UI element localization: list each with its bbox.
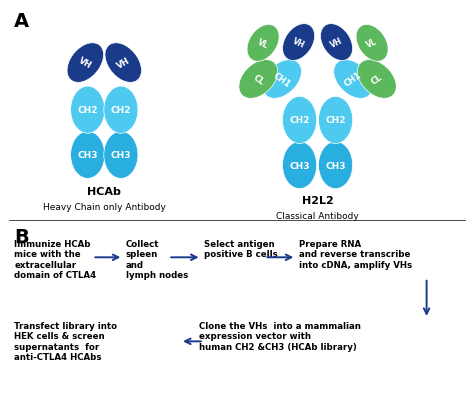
- Ellipse shape: [320, 25, 353, 61]
- Ellipse shape: [356, 25, 388, 62]
- Text: CH3: CH3: [325, 161, 346, 170]
- Ellipse shape: [71, 132, 105, 179]
- Text: A: A: [14, 12, 29, 31]
- Ellipse shape: [239, 61, 278, 99]
- Ellipse shape: [247, 25, 279, 62]
- Text: VH: VH: [329, 36, 344, 49]
- Text: Clone the VHs  into a mammalian
expression vector with
human CH2 &CH3 (HCAb libr: Clone the VHs into a mammalian expressio…: [199, 321, 361, 351]
- Text: VL: VL: [256, 38, 270, 50]
- Text: CH3: CH3: [289, 161, 310, 170]
- Text: CL: CL: [370, 73, 384, 87]
- Text: Select antigen
positive B cells: Select antigen positive B cells: [204, 239, 278, 258]
- Text: CH2: CH2: [325, 116, 346, 125]
- Text: CH2: CH2: [110, 106, 131, 115]
- Ellipse shape: [334, 61, 373, 99]
- Ellipse shape: [71, 87, 105, 134]
- Text: Classical Antibody: Classical Antibody: [276, 211, 359, 220]
- Text: Immunize HCAb
mice with the
extracellular
domain of CTLA4: Immunize HCAb mice with the extracellula…: [14, 239, 96, 279]
- Text: VH: VH: [291, 36, 306, 49]
- Text: CH3: CH3: [110, 151, 131, 160]
- Text: CH1: CH1: [343, 71, 364, 89]
- Ellipse shape: [283, 142, 317, 189]
- Text: VL: VL: [365, 38, 379, 50]
- Text: VH: VH: [115, 56, 131, 71]
- Ellipse shape: [104, 87, 138, 134]
- Text: CH2: CH2: [289, 116, 310, 125]
- Ellipse shape: [319, 142, 353, 189]
- Text: B: B: [14, 227, 29, 246]
- Text: HCAb: HCAb: [87, 186, 121, 196]
- Text: Transfect library into
HEK cells & screen
supernatants  for
anti-CTLA4 HCAbs: Transfect library into HEK cells & scree…: [14, 321, 118, 361]
- Text: CH2: CH2: [77, 106, 98, 115]
- Ellipse shape: [357, 61, 396, 99]
- Text: Prepare RNA
and reverse transcribe
into cDNA, amplify VHs: Prepare RNA and reverse transcribe into …: [299, 239, 412, 269]
- Ellipse shape: [104, 132, 138, 179]
- Ellipse shape: [283, 25, 315, 61]
- Ellipse shape: [67, 44, 103, 83]
- Text: H2L2: H2L2: [302, 196, 333, 205]
- Ellipse shape: [263, 61, 301, 99]
- Ellipse shape: [319, 97, 353, 144]
- Text: CL: CL: [251, 73, 265, 87]
- Text: VH: VH: [77, 56, 93, 71]
- Text: Collect
spleen
and
lymph nodes: Collect spleen and lymph nodes: [126, 239, 188, 279]
- Ellipse shape: [283, 97, 317, 144]
- Ellipse shape: [105, 44, 141, 83]
- Text: CH1: CH1: [272, 71, 292, 89]
- Text: CH3: CH3: [77, 151, 98, 160]
- Text: Heavy Chain only Antibody: Heavy Chain only Antibody: [43, 202, 166, 211]
